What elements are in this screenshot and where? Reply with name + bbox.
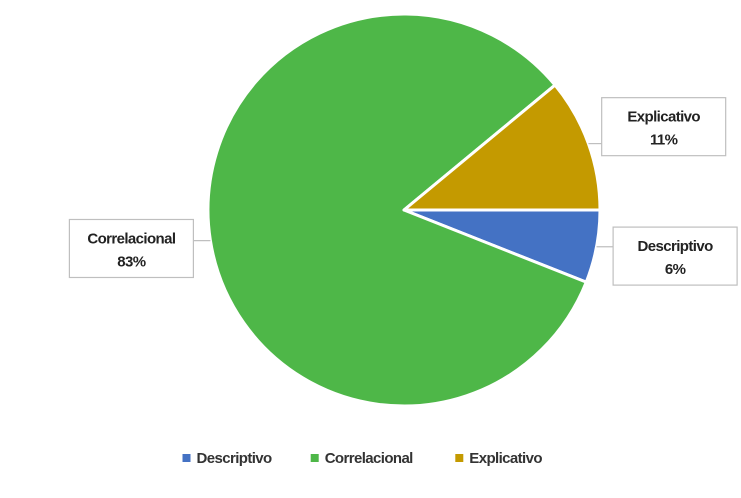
legend-item-descriptivo: Descriptivo (183, 450, 273, 467)
callout-correlacional: Correlacional 83% (69, 219, 210, 277)
callout-explicativo: Explicativo 11% (588, 98, 725, 156)
legend-label: Explicativo (469, 450, 542, 467)
callout-percent: 11% (650, 132, 678, 149)
legend: Descriptivo Correlacional Explicativo (183, 450, 543, 467)
legend-item-correlacional: Correlacional (311, 450, 413, 467)
legend-item-explicativo: Explicativo (455, 450, 542, 467)
pie-slices (208, 14, 600, 406)
legend-swatch (455, 454, 463, 462)
legend-label: Correlacional (325, 450, 413, 467)
callout-label: Descriptivo (638, 238, 714, 255)
callout-label: Explicativo (627, 109, 700, 126)
callout-percent: 83% (117, 253, 145, 270)
callout-descriptivo: Descriptivo 6% (597, 227, 738, 285)
legend-label: Descriptivo (197, 450, 273, 467)
legend-swatch (183, 454, 191, 462)
legend-swatch (311, 454, 319, 462)
callout-label: Correlacional (87, 230, 175, 247)
callout-percent: 6% (665, 261, 686, 278)
